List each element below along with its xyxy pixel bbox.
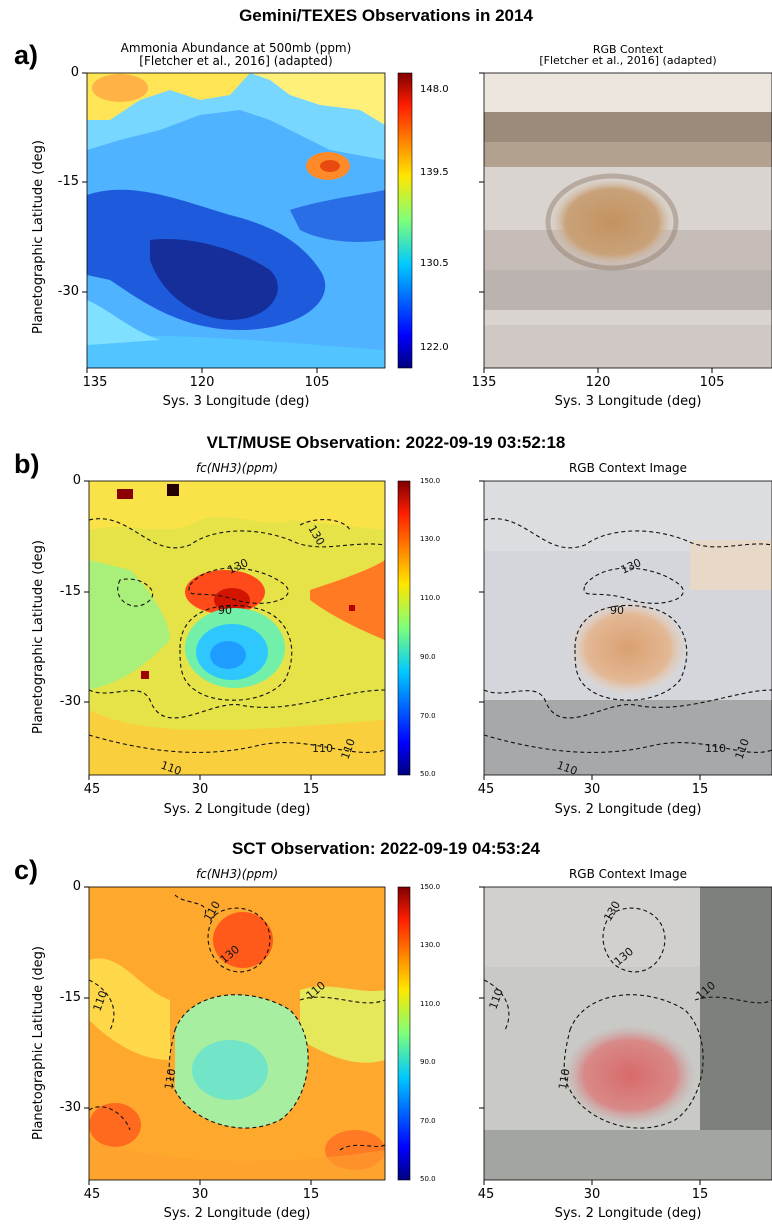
panel-c-heatmap (89, 887, 385, 1180)
contour-label: 90 (610, 604, 624, 617)
panel-a-left-title: Ammonia Abundance at 500mb (ppm) [Fletch… (87, 42, 385, 68)
panel-a-title: Gemini/TEXES Observations in 2014 (239, 6, 533, 25)
panel-c-ytick: 0 (72, 879, 81, 894)
panel-a-label: a) (14, 40, 39, 70)
panel-a-heatmap (87, 73, 385, 368)
panel-a-xtick: 105 (304, 375, 330, 390)
panel-c-ytick: -15 (59, 990, 81, 1005)
panel-c-xtick: 15 (302, 1187, 320, 1202)
panel-b-xtick: 45 (83, 782, 101, 797)
panel-b-right-title: RGB Context Image (568, 461, 688, 475)
panel-b-xtick: 15 (302, 782, 320, 797)
panel-b-cbar-tick: 50.0 (420, 770, 436, 778)
panel-b-cbar-tick: 110.0 (420, 594, 441, 602)
panel-c-rgb-image (484, 887, 772, 1180)
panel-b-title: VLT/MUSE Observation: 2022-09-19 03:52:1… (206, 433, 566, 452)
panel-c-cbar-tick: 150.0 (420, 883, 441, 891)
panel-a-left-title-line1: Ammonia Abundance at 500mb (ppm) (120, 41, 352, 55)
panel-c-colorbar (397, 886, 411, 1181)
panel-b-cbar-tick: 90.0 (420, 653, 436, 661)
panel-b-rgb-xlabel: Sys. 2 Longitude (deg) (554, 802, 702, 817)
contour-label: 110 (162, 1068, 178, 1091)
panel-b-cbar-tick: 150.0 (420, 477, 441, 485)
panel-c-cbar-tick: 90.0 (420, 1058, 436, 1066)
panel-b-rgb-contours (483, 518, 772, 753)
panel-b-cbar-tick: 130.0 (420, 535, 441, 543)
panel-b-rgb-xtick: 30 (583, 782, 601, 797)
panel-b-ylabel: Planetographic Latitude (deg) (31, 540, 46, 734)
panel-a-left-title-line2: [Fletcher et al., 2016] (adapted) (139, 54, 333, 68)
panel-b-ytick: -30 (59, 694, 81, 709)
panel-c-cbar-tick: 110.0 (420, 1000, 441, 1008)
panel-a-right-title-line2: [Fletcher et al., 2016] (adapted) (539, 54, 717, 67)
panel-a-ytick: 0 (70, 65, 79, 80)
panel-c-cbar-tick: 70.0 (420, 1117, 436, 1125)
contour-label: 110 (312, 742, 333, 755)
panel-c-left-title: fc(NH3)(ppm) (195, 867, 279, 881)
panel-c-xtick: 45 (83, 1187, 101, 1202)
panel-b-contours (88, 518, 386, 753)
panel-b-ytick: 0 (72, 473, 81, 488)
panel-a-rgb-xlabel: Sys. 3 Longitude (deg) (554, 394, 702, 409)
panel-a-right-title: RGB Context [Fletcher et al., 2016] (ada… (484, 44, 772, 66)
axis-ticks (82, 72, 713, 1185)
panel-b-colorbar (397, 480, 411, 776)
panel-b-cbar-tick: 70.0 (420, 712, 436, 720)
panel-a-rgb-xtick: 135 (471, 375, 497, 390)
panel-c-cbar-tick: 130.0 (420, 941, 441, 949)
panel-c-cbar-tick: 50.0 (420, 1175, 436, 1183)
panel-a-cbar-tick: 130.5 (420, 258, 449, 269)
panel-a-ytick: -15 (57, 174, 79, 189)
contour-label: 110 (556, 1068, 572, 1091)
panel-a-xlabel: Sys. 3 Longitude (deg) (162, 394, 310, 409)
panel-a-cbar-tick: 122.0 (420, 342, 449, 353)
panel-b-xtick: 30 (191, 782, 209, 797)
panel-a-rgb-image (484, 73, 772, 368)
panel-a-rgb-xtick: 120 (585, 375, 611, 390)
contour-label: 110 (705, 742, 726, 755)
panel-b-rgb-image (484, 481, 772, 775)
panel-b-rgb-xtick: 45 (477, 782, 495, 797)
panel-b-left-title: fc(NH3)(ppm) (195, 461, 279, 475)
panel-c-rgb-contours (483, 907, 772, 1129)
panel-c-label: c) (14, 855, 39, 885)
panel-b-rgb-xtick: 15 (691, 782, 709, 797)
panel-a-rgb-xtick: 105 (699, 375, 725, 390)
panel-c-title: SCT Observation: 2022-09-19 04:53:24 (231, 839, 541, 858)
panel-a-right-title-line1: RGB Context (592, 43, 664, 56)
panel-b-xlabel: Sys. 2 Longitude (deg) (163, 802, 311, 817)
panel-a-ytick: -30 (57, 284, 79, 299)
panel-c-right-title: RGB Context Image (568, 867, 688, 881)
panel-a-cbar-tick: 148.0 (420, 84, 449, 95)
panel-a-colorbar (397, 72, 413, 369)
panel-a-xtick: 120 (189, 375, 215, 390)
panel-a-ylabel: Planetographic Latitude (deg) (31, 140, 46, 334)
panel-a-xtick: 135 (82, 375, 108, 390)
panel-c-ylabel: Planetographic Latitude (deg) (31, 946, 46, 1140)
panel-b-ytick: -15 (59, 584, 81, 599)
panel-c-xtick: 30 (191, 1187, 209, 1202)
panel-b-label: b) (14, 449, 40, 479)
panel-c-rgb-xlabel: Sys. 2 Longitude (deg) (554, 1206, 702, 1221)
panel-c-rgb-xtick: 30 (583, 1187, 601, 1202)
panel-b-heatmap (89, 481, 385, 775)
panel-c-xlabel: Sys. 2 Longitude (deg) (163, 1206, 311, 1221)
panel-a-cbar-tick: 139.5 (420, 167, 449, 178)
panel-c-rgb-xtick: 45 (477, 1187, 495, 1202)
panel-c-ytick: -30 (59, 1100, 81, 1115)
panel-c-rgb-xtick: 15 (691, 1187, 709, 1202)
contour-label: 90 (218, 604, 232, 617)
panel-c-contours (88, 894, 386, 1151)
